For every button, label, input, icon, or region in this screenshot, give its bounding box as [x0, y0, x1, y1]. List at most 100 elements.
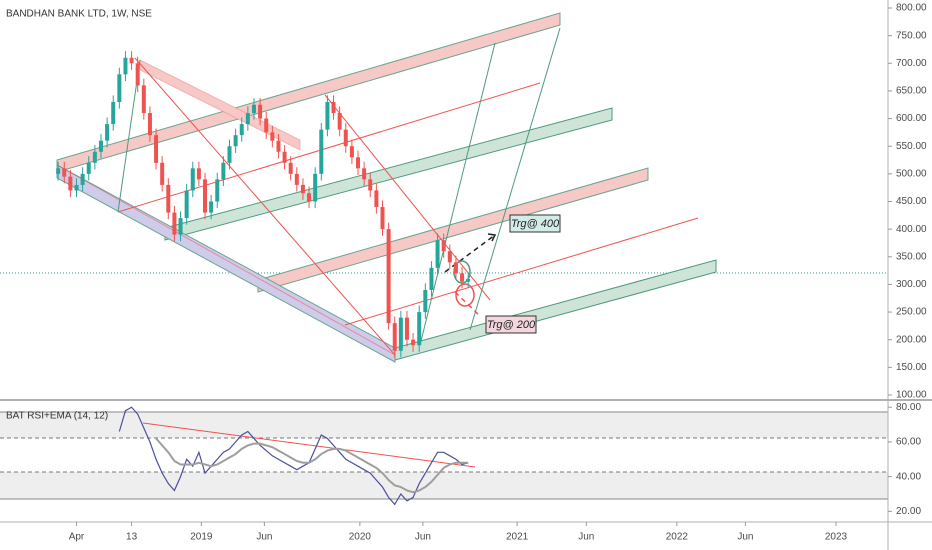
candle-body — [404, 317, 409, 340]
candle-body — [319, 129, 324, 174]
y-tick-label: 800.00 — [896, 3, 927, 14]
annotation: Trg@ 400 — [511, 218, 560, 230]
candle-body — [160, 162, 165, 185]
y-tick-label: 400.00 — [896, 224, 927, 235]
candle-body — [466, 278, 471, 282]
x-tick-label: Jun — [256, 532, 272, 543]
y-tick-label: 450.00 — [896, 196, 927, 207]
candle-body — [398, 317, 403, 351]
candle-body — [209, 201, 214, 213]
candle-body — [374, 190, 379, 208]
x-tick-label: 2021 — [506, 532, 529, 543]
candle-body — [227, 146, 232, 163]
candle-body — [129, 57, 134, 64]
x-tick-label: 13 — [126, 532, 138, 543]
indicator-title: BAT RSI+EMA (14, 12) — [6, 411, 108, 422]
candle-body — [313, 173, 318, 202]
candle-body — [343, 129, 348, 147]
pitchfork-line — [419, 42, 496, 346]
candle-body — [74, 184, 79, 191]
candle-body — [307, 193, 312, 202]
candle-body — [368, 179, 373, 191]
rsi-trend-line — [142, 422, 476, 468]
annotation-box — [485, 315, 537, 334]
candle-body — [349, 146, 354, 158]
candle-body — [56, 168, 61, 174]
candle-body — [386, 229, 391, 324]
x-tick-label: Jun — [737, 532, 753, 543]
candle-body — [331, 101, 336, 114]
y-tick-label: 200.00 — [896, 334, 927, 345]
pitchfork-line — [469, 27, 561, 331]
y-tick-label: 550.00 — [896, 141, 927, 152]
candle-body — [411, 339, 416, 346]
candle-body — [435, 240, 440, 268]
trend-line — [56, 164, 396, 356]
rsi-band — [0, 472, 888, 499]
candle-body — [300, 184, 305, 194]
candle-body — [154, 135, 159, 163]
candle-body — [423, 289, 428, 313]
x-tick-label: 2022 — [666, 532, 689, 543]
candle-body — [460, 273, 465, 282]
candle-body — [294, 173, 299, 185]
candle-body — [117, 74, 122, 102]
y-tick-label: 20.00 — [896, 506, 921, 517]
candle-body — [362, 168, 367, 180]
y-tick-label: 500.00 — [896, 168, 927, 179]
trend-line — [324, 94, 491, 301]
candle-body — [392, 323, 397, 351]
x-tick-label: 2023 — [825, 532, 848, 543]
rsi-line — [118, 406, 469, 506]
candle-body — [68, 176, 73, 191]
projection-arrow — [454, 291, 481, 317]
channel-band — [257, 167, 649, 293]
candle-body — [447, 251, 452, 263]
candle-body — [264, 118, 269, 133]
y-tick-label: 600.00 — [896, 113, 927, 124]
y-tick-label: 350.00 — [896, 251, 927, 262]
x-tick-label: Jun — [578, 532, 594, 543]
candle-body — [196, 168, 201, 180]
candle-body — [147, 113, 152, 136]
y-tick-label: 150.00 — [896, 362, 927, 373]
candle-body — [135, 63, 140, 86]
drawings — [56, 12, 717, 468]
candle-body — [239, 124, 244, 136]
candle-body — [325, 101, 330, 130]
arrow-head — [487, 233, 497, 242]
candle-body — [190, 168, 195, 191]
candle-body — [270, 132, 275, 141]
ellipse — [455, 283, 475, 307]
candle-body — [233, 135, 238, 147]
median-line — [344, 217, 699, 326]
candle-body — [337, 113, 342, 130]
candle-body — [98, 140, 103, 152]
candle-body — [166, 184, 171, 213]
candle-body — [62, 168, 67, 177]
candle-body — [258, 104, 263, 119]
y-tick-label: 80.00 — [896, 402, 921, 413]
candle-body — [429, 267, 434, 290]
candle-body — [215, 179, 220, 202]
y-tick-label: 250.00 — [896, 307, 927, 318]
y-tick-label: 650.00 — [896, 86, 927, 97]
candle-body — [141, 85, 146, 114]
candle-body — [111, 101, 116, 125]
x-tick-label: Apr — [69, 532, 85, 543]
y-tick-label: 700.00 — [896, 58, 927, 69]
candle-body — [105, 124, 110, 141]
candle-body — [276, 140, 281, 152]
rsi-band — [0, 412, 888, 438]
y-tick-label: 750.00 — [896, 30, 927, 41]
x-tick-label: 2020 — [349, 532, 372, 543]
candle-body — [282, 151, 287, 163]
candle-body — [356, 157, 361, 169]
candle-body — [441, 240, 446, 252]
trend-line — [134, 57, 396, 356]
x-tick-label: 2019 — [190, 532, 213, 543]
projection-arrow — [444, 234, 496, 273]
candle-body — [453, 262, 458, 274]
